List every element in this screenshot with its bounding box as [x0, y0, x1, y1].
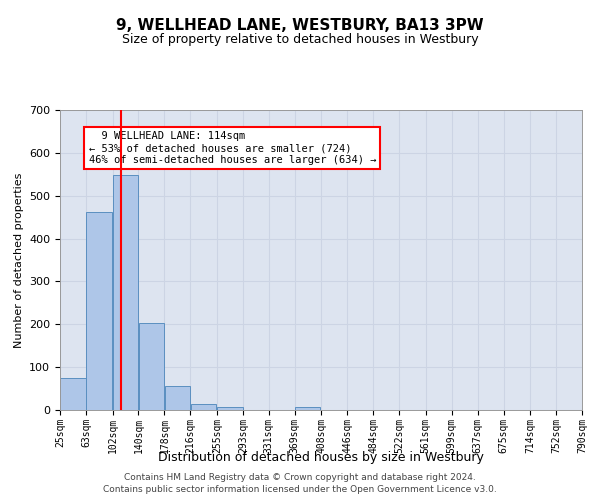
Bar	[61, 378, 86, 410]
Text: 9 WELLHEAD LANE: 114sqm  
← 53% of detached houses are smaller (724)
46% of semi: 9 WELLHEAD LANE: 114sqm ← 53% of detache…	[89, 132, 376, 164]
Bar	[165, 386, 190, 410]
Bar	[86, 212, 112, 410]
Text: Size of property relative to detached houses in Westbury: Size of property relative to detached ho…	[122, 32, 478, 46]
Bar	[139, 324, 164, 410]
Bar	[295, 406, 320, 410]
Text: 9, WELLHEAD LANE, WESTBURY, BA13 3PW: 9, WELLHEAD LANE, WESTBURY, BA13 3PW	[116, 18, 484, 32]
Text: Distribution of detached houses by size in Westbury: Distribution of detached houses by size …	[158, 451, 484, 464]
Text: Contains public sector information licensed under the Open Government Licence v3: Contains public sector information licen…	[103, 486, 497, 494]
Bar	[191, 404, 216, 410]
Y-axis label: Number of detached properties: Number of detached properties	[14, 172, 23, 348]
Bar	[217, 406, 242, 410]
Text: Contains HM Land Registry data © Crown copyright and database right 2024.: Contains HM Land Registry data © Crown c…	[124, 473, 476, 482]
Bar	[113, 174, 138, 410]
